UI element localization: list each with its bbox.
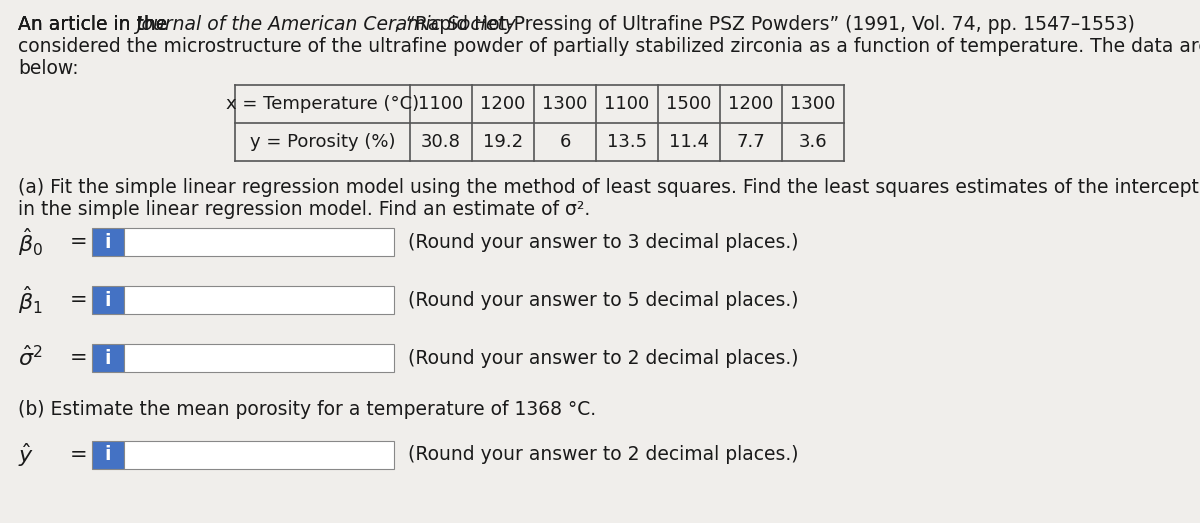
Text: 7.7: 7.7 <box>737 133 766 151</box>
Text: Journal of the American Ceramic Society: Journal of the American Ceramic Society <box>136 15 516 34</box>
Text: 1200: 1200 <box>480 95 526 113</box>
Bar <box>92 441 124 469</box>
Text: (Round your answer to 2 decimal places.): (Round your answer to 2 decimal places.) <box>408 348 798 368</box>
Text: (Round your answer to 5 decimal places.): (Round your answer to 5 decimal places.) <box>408 290 798 310</box>
Bar <box>124 286 394 314</box>
Text: 3.6: 3.6 <box>799 133 827 151</box>
Text: considered the microstructure of the ultrafine powder of partially stabilized zi: considered the microstructure of the ult… <box>18 37 1200 56</box>
Bar <box>124 441 394 469</box>
Text: 1300: 1300 <box>542 95 588 113</box>
Bar <box>124 228 394 256</box>
Text: $\hat{y}$: $\hat{y}$ <box>18 441 34 469</box>
Text: 13.5: 13.5 <box>607 133 647 151</box>
Text: (Round your answer to 2 decimal places.): (Round your answer to 2 decimal places.) <box>408 446 798 464</box>
Bar <box>124 344 394 372</box>
Text: $\hat{\beta}_1$: $\hat{\beta}_1$ <box>18 284 43 316</box>
Text: i: i <box>104 446 112 464</box>
Text: (Round your answer to 3 decimal places.): (Round your answer to 3 decimal places.) <box>408 233 798 252</box>
Text: An article in the: An article in the <box>18 15 173 34</box>
Text: 1500: 1500 <box>666 95 712 113</box>
Text: =: = <box>70 232 88 252</box>
Text: y = Porosity (%): y = Porosity (%) <box>250 133 395 151</box>
Text: 1300: 1300 <box>791 95 835 113</box>
Text: in the simple linear regression model. Find an estimate of σ².: in the simple linear regression model. F… <box>18 200 590 219</box>
Text: below:: below: <box>18 59 79 78</box>
Text: i: i <box>104 348 112 368</box>
Text: =: = <box>70 445 88 465</box>
Text: 19.2: 19.2 <box>482 133 523 151</box>
Text: i: i <box>104 233 112 252</box>
Text: 6: 6 <box>559 133 571 151</box>
Text: x = Temperature (°C): x = Temperature (°C) <box>226 95 419 113</box>
Bar <box>92 228 124 256</box>
Text: $\hat{\sigma}^2$: $\hat{\sigma}^2$ <box>18 346 42 370</box>
Bar <box>92 344 124 372</box>
Text: 30.8: 30.8 <box>421 133 461 151</box>
Text: 11.4: 11.4 <box>670 133 709 151</box>
Text: An article in the: An article in the <box>18 15 173 34</box>
Text: =: = <box>70 290 88 310</box>
Text: 1200: 1200 <box>728 95 774 113</box>
Text: 1100: 1100 <box>419 95 463 113</box>
Text: =: = <box>70 348 88 368</box>
Text: $\hat{\beta}_0$: $\hat{\beta}_0$ <box>18 226 43 258</box>
Text: (b) Estimate the mean porosity for a temperature of 1368 °C.: (b) Estimate the mean porosity for a tem… <box>18 400 596 419</box>
Bar <box>92 286 124 314</box>
Text: 1100: 1100 <box>605 95 649 113</box>
Text: (a) Fit the simple linear regression model using the method of least squares. Fi: (a) Fit the simple linear regression mod… <box>18 178 1200 197</box>
Text: An article in the: An article in the <box>18 15 173 34</box>
Text: , “Rapid Hot-Pressing of Ultrafine PSZ Powders” (1991, Vol. 74, pp. 1547–1553): , “Rapid Hot-Pressing of Ultrafine PSZ P… <box>394 15 1135 34</box>
Text: i: i <box>104 290 112 310</box>
